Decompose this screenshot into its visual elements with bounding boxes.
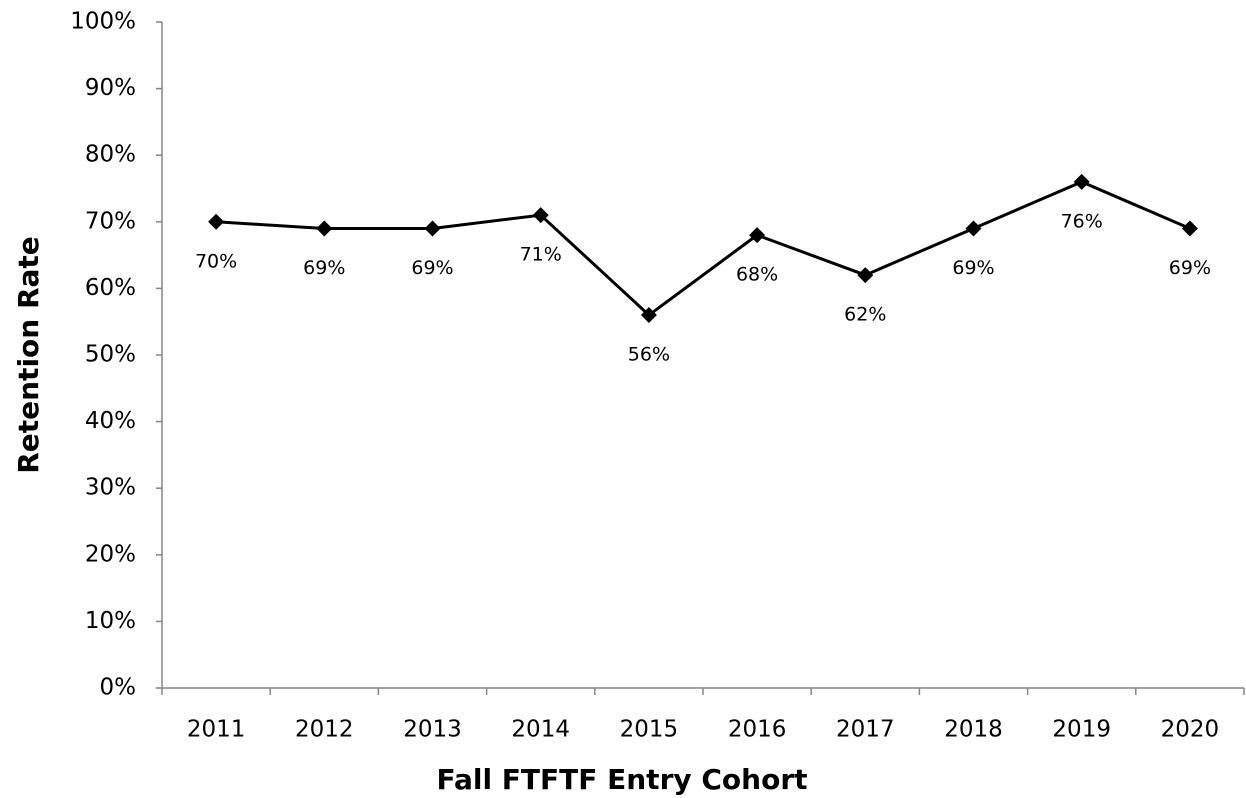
marker <box>857 267 874 284</box>
y-tick-label: 20% <box>85 541 136 567</box>
x-tick-label: 2011 <box>187 717 246 743</box>
data-label: 56% <box>628 344 670 366</box>
data-label: 70% <box>195 250 237 272</box>
y-tick-label: 40% <box>85 408 136 434</box>
data-label: 62% <box>844 304 886 326</box>
x-tick-label: 2013 <box>403 717 462 743</box>
marker <box>316 220 333 237</box>
y-tick-label: 100% <box>70 9 136 35</box>
x-tick-label: 2012 <box>295 717 354 743</box>
data-label: 69% <box>1169 257 1211 279</box>
data-label: 69% <box>952 257 994 279</box>
y-tick-label: 0% <box>100 675 137 701</box>
y-tick-label: 70% <box>85 208 136 234</box>
y-tick-label: 60% <box>85 275 136 301</box>
marker <box>424 220 441 237</box>
y-tick-label: 10% <box>85 608 136 634</box>
marker <box>965 220 982 237</box>
marker <box>1073 173 1090 190</box>
x-tick-label: 2019 <box>1052 717 1111 743</box>
data-label: 69% <box>303 257 345 279</box>
y-tick-label: 50% <box>85 342 136 368</box>
x-axis-title: Fall FTFTF Entry Cohort <box>436 763 807 796</box>
x-tick-label: 2015 <box>620 717 679 743</box>
data-label: 71% <box>520 244 562 266</box>
x-tick-label: 2018 <box>944 717 1003 743</box>
marker <box>640 307 657 324</box>
marker <box>1181 220 1198 237</box>
data-label: 68% <box>736 264 778 286</box>
x-tick-label: 2014 <box>511 717 570 743</box>
data-label: 76% <box>1061 210 1103 232</box>
y-tick-label: 80% <box>85 142 136 168</box>
x-tick-label: 2020 <box>1161 717 1220 743</box>
marker <box>532 207 549 224</box>
data-label: 69% <box>411 257 453 279</box>
y-axis-title: Retention Rate <box>12 236 45 474</box>
x-tick-label: 2017 <box>836 717 895 743</box>
y-tick-label: 90% <box>85 75 136 101</box>
x-tick-label: 2016 <box>728 717 787 743</box>
series-line <box>216 180 1191 317</box>
y-tick-label: 30% <box>85 475 136 501</box>
marker <box>749 227 766 244</box>
marker <box>208 213 225 230</box>
